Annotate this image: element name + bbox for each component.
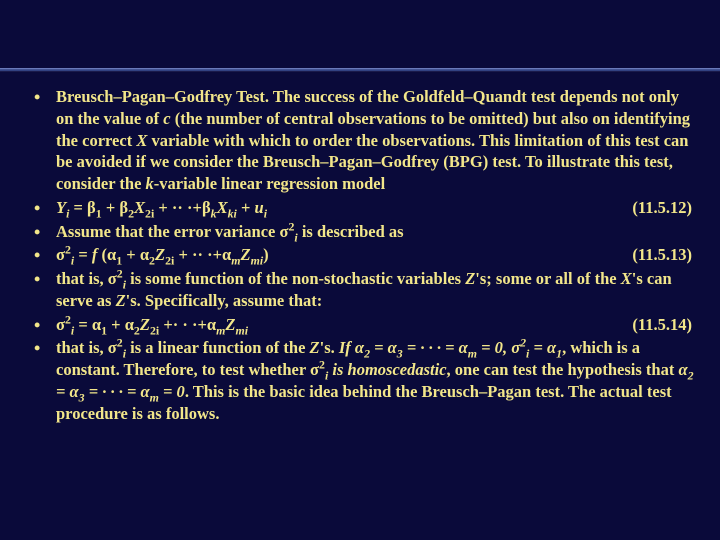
bullet-item-intro: Breusch–Pagan–Godfrey Test. The success … bbox=[26, 86, 694, 195]
text: that is, σ bbox=[56, 269, 117, 288]
var-sigma: σ bbox=[56, 315, 65, 334]
text: + ·· ·+α bbox=[174, 245, 231, 264]
bullet-item-eq-11-5-12: (11.5.12) Yi = β1 + β2X2i + ·· ·+βkXki +… bbox=[26, 197, 694, 219]
text: = · · · = α bbox=[85, 382, 150, 401]
sub-mi: mi bbox=[251, 254, 264, 268]
sub-i: i bbox=[264, 206, 267, 220]
text: that is, σ bbox=[56, 338, 117, 357]
text: is some function of the non-stochastic v… bbox=[126, 269, 465, 288]
sub-2i: 2i bbox=[145, 206, 154, 220]
sub-2: 2 bbox=[688, 368, 694, 382]
var-c: c bbox=[163, 109, 170, 128]
sub-m: m bbox=[468, 347, 477, 361]
text: = α bbox=[74, 315, 101, 334]
var-u: u bbox=[255, 198, 264, 217]
text: + bbox=[237, 198, 255, 217]
header-spacer bbox=[0, 0, 720, 68]
text: + α bbox=[107, 315, 134, 334]
if: If α bbox=[339, 338, 364, 357]
slide-content: Breusch–Pagan–Godfrey Test. The success … bbox=[0, 72, 720, 436]
homoscedastic: is homoscedastic bbox=[328, 360, 446, 379]
sub-2i: 2i bbox=[150, 323, 159, 337]
var-Zm: Z bbox=[225, 315, 235, 334]
bullet-item-that-is-1: that is, σ2i is some function of the non… bbox=[26, 268, 694, 312]
var-Z: Z bbox=[140, 315, 150, 334]
sub-2i: 2i bbox=[165, 254, 174, 268]
equation-number: (11.5.13) bbox=[632, 244, 694, 266]
var-sigma: σ bbox=[56, 245, 65, 264]
text: (α bbox=[102, 245, 117, 264]
bullet-item-assume: Assume that the error variance σ2i is de… bbox=[26, 221, 694, 243]
text: -variable linear regression model bbox=[154, 174, 385, 193]
text: = 0 bbox=[477, 338, 503, 357]
lead-phrase: Breusch–Pagan–Godfrey Test. bbox=[56, 87, 269, 106]
text: = α bbox=[370, 338, 397, 357]
text: = bbox=[74, 245, 92, 264]
var-Z: Z bbox=[310, 338, 320, 357]
text: + β bbox=[102, 198, 128, 217]
var-Z: Z bbox=[116, 291, 126, 310]
var-Z: Z bbox=[465, 269, 475, 288]
text: = β bbox=[69, 198, 95, 217]
text: = α bbox=[56, 382, 79, 401]
text: , one can test the hypothesis that bbox=[447, 360, 679, 379]
text: 's. bbox=[320, 338, 339, 357]
var-Z: Z bbox=[155, 245, 165, 264]
sub-m: m bbox=[216, 323, 225, 337]
text: + α bbox=[122, 245, 149, 264]
var-X: X bbox=[134, 198, 145, 217]
equation-number: (11.5.12) bbox=[632, 197, 694, 219]
text: ) bbox=[263, 245, 269, 264]
text: , σ bbox=[503, 338, 520, 357]
text: = 0 bbox=[159, 382, 185, 401]
text: is described as bbox=[298, 222, 404, 241]
var-Y: Y bbox=[56, 198, 66, 217]
var-Xk: X bbox=[217, 198, 228, 217]
text: is a linear function of the bbox=[126, 338, 310, 357]
bullet-list: Breusch–Pagan–Godfrey Test. The success … bbox=[26, 86, 694, 424]
equation-number: (11.5.14) bbox=[632, 314, 694, 336]
text: = α bbox=[529, 338, 556, 357]
bullet-item-that-is-2: that is, σ2i is a linear function of the… bbox=[26, 337, 694, 424]
var-X: X bbox=[621, 269, 632, 288]
var-f: f bbox=[92, 245, 102, 264]
bullet-item-eq-11-5-14: (11.5.14) σ2i = α1 + α2Z2i +· · ·+αmZmi bbox=[26, 314, 694, 336]
var-Zm: Z bbox=[240, 245, 250, 264]
text: = · · · = α bbox=[403, 338, 468, 357]
text: 's; some or all of the bbox=[475, 269, 620, 288]
text: +· · ·+α bbox=[159, 315, 216, 334]
text: Assume that the error variance σ bbox=[56, 222, 288, 241]
text: 's. Specifically, assume that: bbox=[126, 291, 323, 310]
var-X: X bbox=[136, 131, 147, 150]
text: + ·· ·+β bbox=[154, 198, 210, 217]
sub-m: m bbox=[150, 390, 159, 404]
hyp-alpha: α bbox=[678, 360, 687, 379]
bullet-item-eq-11-5-13: (11.5.13) σ2i = f (α1 + α2Z2i + ·· ·+αmZ… bbox=[26, 244, 694, 266]
sub-ki: ki bbox=[228, 206, 237, 220]
sub-mi: mi bbox=[235, 323, 248, 337]
var-k: k bbox=[146, 174, 154, 193]
